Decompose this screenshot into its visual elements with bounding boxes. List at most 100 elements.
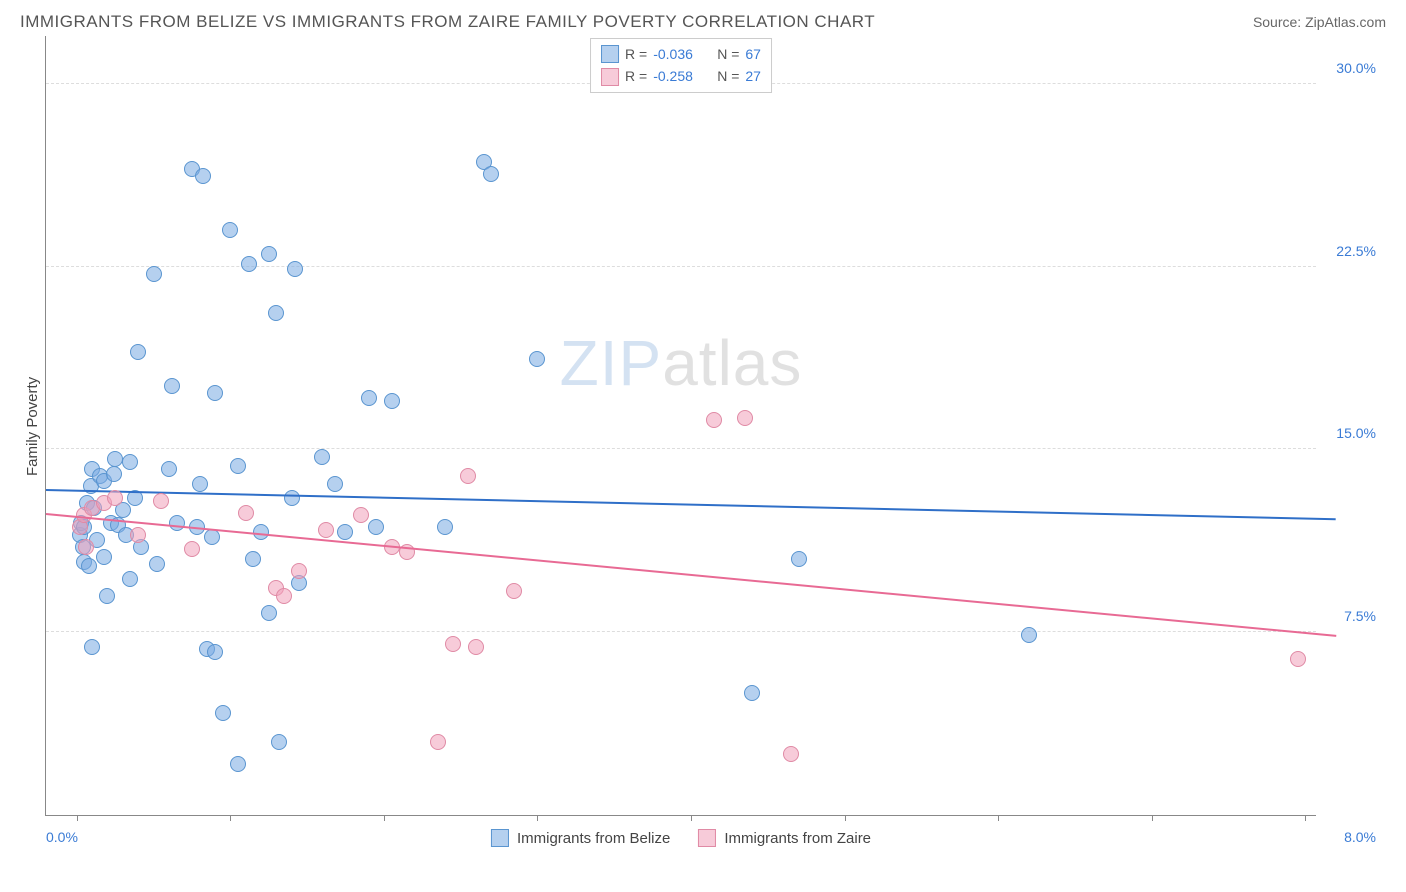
legend-series-item: Immigrants from Belize <box>491 829 670 847</box>
scatter-point <box>78 539 94 555</box>
watermark: ZIPatlas <box>560 326 803 400</box>
scatter-point <box>207 644 223 660</box>
scatter-point <box>737 410 753 426</box>
n-value: 27 <box>745 65 761 87</box>
scatter-point <box>122 571 138 587</box>
x-tick-mark <box>1305 815 1306 821</box>
plot-area: ZIPatlas R =-0.036N =67R =-0.258N =27 Im… <box>45 36 1316 816</box>
scatter-point <box>276 588 292 604</box>
legend-swatch <box>698 829 716 847</box>
scatter-point <box>318 522 334 538</box>
scatter-point <box>291 563 307 579</box>
scatter-point <box>238 505 254 521</box>
legend-swatch <box>601 45 619 63</box>
y-tick-label: 7.5% <box>1321 608 1376 624</box>
trend-line <box>46 513 1336 637</box>
scatter-point <box>192 476 208 492</box>
x-axis-max-label: 8.0% <box>1344 829 1376 845</box>
scatter-point <box>384 393 400 409</box>
y-tick-label: 30.0% <box>1321 60 1376 76</box>
scatter-point <box>130 527 146 543</box>
scatter-point <box>361 390 377 406</box>
scatter-point <box>268 305 284 321</box>
scatter-point <box>161 461 177 477</box>
chart-title: IMMIGRANTS FROM BELIZE VS IMMIGRANTS FRO… <box>20 12 875 32</box>
scatter-point <box>169 515 185 531</box>
scatter-point <box>81 558 97 574</box>
r-label: R = <box>625 65 647 87</box>
x-tick-mark <box>384 815 385 821</box>
x-tick-mark <box>230 815 231 821</box>
scatter-point <box>337 524 353 540</box>
scatter-point <box>99 588 115 604</box>
source-attribution: Source: ZipAtlas.com <box>1253 14 1386 30</box>
scatter-point <box>146 266 162 282</box>
gridline <box>46 448 1316 449</box>
x-tick-mark <box>691 815 692 821</box>
scatter-point <box>230 458 246 474</box>
x-tick-mark <box>998 815 999 821</box>
y-tick-label: 22.5% <box>1321 243 1376 259</box>
scatter-point <box>204 529 220 545</box>
scatter-point <box>207 385 223 401</box>
scatter-point <box>284 490 300 506</box>
scatter-point <box>149 556 165 572</box>
scatter-point <box>222 222 238 238</box>
scatter-point <box>130 344 146 360</box>
scatter-point <box>230 756 246 772</box>
scatter-point <box>353 507 369 523</box>
scatter-point <box>245 551 261 567</box>
source-prefix: Source: <box>1253 14 1305 30</box>
scatter-point <box>287 261 303 277</box>
x-axis-min-label: 0.0% <box>46 829 78 845</box>
legend-series-item: Immigrants from Zaire <box>698 829 871 847</box>
watermark-atlas: atlas <box>662 327 802 399</box>
x-tick-mark <box>845 815 846 821</box>
scatter-point <box>106 466 122 482</box>
watermark-zip: ZIP <box>560 327 663 399</box>
x-tick-mark <box>1152 815 1153 821</box>
scatter-point <box>445 636 461 652</box>
legend-correlation-row: R = -0.258 N = 27 <box>601 65 761 87</box>
scatter-point <box>327 476 343 492</box>
scatter-point <box>1021 627 1037 643</box>
scatter-point <box>107 490 123 506</box>
gridline <box>46 266 1316 267</box>
series-legend: Immigrants from Belize Immigrants from Za… <box>491 829 871 847</box>
legend-series-label: Immigrants from Zaire <box>724 830 871 847</box>
scatter-point <box>271 734 287 750</box>
scatter-point <box>122 454 138 470</box>
scatter-point <box>153 493 169 509</box>
n-label: N = <box>717 43 739 65</box>
legend-swatch <box>491 829 509 847</box>
n-label: N = <box>717 65 739 87</box>
x-tick-mark <box>537 815 538 821</box>
scatter-point <box>706 412 722 428</box>
scatter-point <box>368 519 384 535</box>
r-value: -0.258 <box>653 65 711 87</box>
scatter-point <box>261 246 277 262</box>
scatter-point <box>460 468 476 484</box>
scatter-point <box>783 746 799 762</box>
gridline <box>46 631 1316 632</box>
chart-container: Family Poverty ZIPatlas R =-0.036N =67R … <box>20 36 1386 816</box>
correlation-legend: R =-0.036N =67R =-0.258N =27 <box>590 38 772 93</box>
legend-swatch <box>601 68 619 86</box>
scatter-point <box>744 685 760 701</box>
scatter-point <box>506 583 522 599</box>
y-tick-label: 15.0% <box>1321 425 1376 441</box>
r-value: -0.036 <box>653 43 711 65</box>
scatter-point <box>483 166 499 182</box>
scatter-point <box>1290 651 1306 667</box>
scatter-point <box>468 639 484 655</box>
legend-series-label: Immigrants from Belize <box>517 830 670 847</box>
scatter-point <box>529 351 545 367</box>
scatter-point <box>195 168 211 184</box>
scatter-point <box>184 541 200 557</box>
x-tick-mark <box>77 815 78 821</box>
legend-correlation-row: R =-0.036N =67 <box>601 43 761 65</box>
scatter-point <box>791 551 807 567</box>
scatter-point <box>241 256 257 272</box>
scatter-point <box>314 449 330 465</box>
scatter-point <box>437 519 453 535</box>
